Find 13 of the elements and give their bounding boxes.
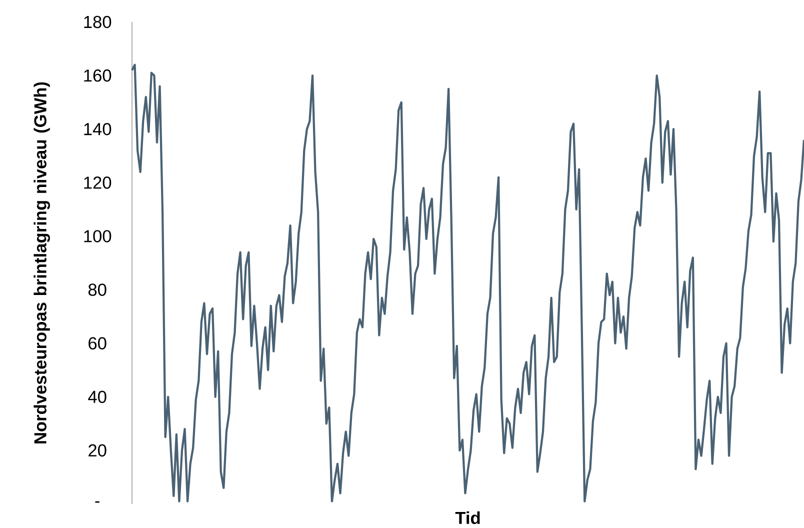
y-tick-label: 140 xyxy=(84,122,112,136)
line-series xyxy=(130,64,804,502)
y-tick-label: 80 xyxy=(88,284,106,296)
y-tick-label: 160 xyxy=(84,69,112,82)
y-tick-label: 120 xyxy=(84,176,112,189)
y-tick-label: 60 xyxy=(88,337,106,350)
y-axis-title: Nordvesteuropas brintlagring niveau (GWh) xyxy=(34,82,50,444)
y-tick-label: 40 xyxy=(88,390,106,404)
y-tick-label: 100 xyxy=(84,230,112,242)
x-axis-title: Tid xyxy=(455,511,480,524)
y-tick-label: 20 xyxy=(88,444,106,457)
y-tick-label: - xyxy=(95,501,100,503)
y-tick-label: 180 xyxy=(84,16,112,28)
